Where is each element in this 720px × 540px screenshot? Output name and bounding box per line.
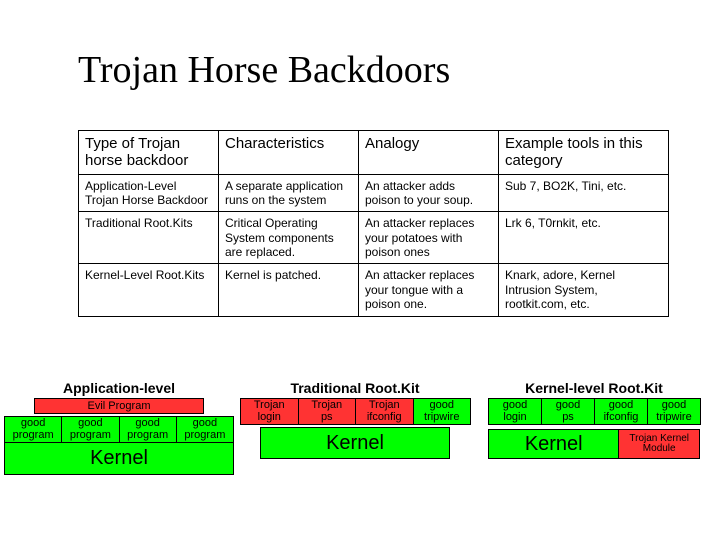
program-cell: goodtripwire bbox=[413, 398, 472, 425]
table-row: Kernel-Level Root.Kits Kernel is patched… bbox=[79, 264, 669, 316]
kernel-box: Kernel bbox=[260, 427, 450, 459]
kernel-level-rootkit-diagram: Kernel-level Root.Kit goodlogingoodpsgoo… bbox=[488, 380, 700, 459]
table-cell: Lrk 6, T0rnkit, etc. bbox=[499, 212, 669, 264]
diagram-title: Traditional Root.Kit bbox=[240, 380, 470, 396]
diagrams-region: Application-level Evil Program goodprogr… bbox=[0, 380, 720, 540]
kernel-row: Kernel Trojan Kernel Module bbox=[488, 429, 700, 459]
table-header: Example tools in this category bbox=[499, 131, 669, 175]
program-row: TrojanloginTrojanpsTrojanifconfiggoodtri… bbox=[240, 398, 470, 425]
program-cell: goodtripwire bbox=[647, 398, 701, 425]
table-row: Traditional Root.Kits Critical Operating… bbox=[79, 212, 669, 264]
kernel-box: Kernel bbox=[488, 429, 619, 459]
table-cell: Traditional Root.Kits bbox=[79, 212, 219, 264]
program-row: goodlogingoodpsgoodifconfiggoodtripwire bbox=[488, 398, 700, 425]
table-cell: Knark, adore, Kernel Intrusion System, r… bbox=[499, 264, 669, 316]
slide-title: Trojan Horse Backdoors bbox=[78, 48, 450, 92]
table-cell: Application-Level Trojan Horse Backdoor bbox=[79, 174, 219, 212]
table-cell: Kernel-Level Root.Kits bbox=[79, 264, 219, 316]
table-cell: Kernel is patched. bbox=[219, 264, 359, 316]
trojan-program-cell: Trojanlogin bbox=[240, 398, 299, 425]
table-cell: An attacker adds poison to your soup. bbox=[359, 174, 499, 212]
trojan-program-cell: Trojanifconfig bbox=[355, 398, 414, 425]
diagram-title: Application-level bbox=[4, 380, 234, 396]
evil-program-box: Evil Program bbox=[34, 398, 204, 414]
program-cell: goodprogram bbox=[62, 417, 119, 442]
characteristics-table: Type of Trojan horse backdoor Characteri… bbox=[78, 130, 669, 317]
program-cell: goodprogram bbox=[5, 417, 62, 442]
trojan-program-cell: Trojanps bbox=[298, 398, 357, 425]
table-cell: A separate application runs on the syste… bbox=[219, 174, 359, 212]
program-cell: goodprogram bbox=[177, 417, 233, 442]
table-cell: Critical Operating System components are… bbox=[219, 212, 359, 264]
diagram-title: Kernel-level Root.Kit bbox=[488, 380, 700, 396]
table-header: Type of Trojan horse backdoor bbox=[79, 131, 219, 175]
program-row: goodprogramgoodprogramgoodprogramgoodpro… bbox=[4, 416, 234, 443]
table-header-row: Type of Trojan horse backdoor Characteri… bbox=[79, 131, 669, 175]
table-row: Application-Level Trojan Horse Backdoor … bbox=[79, 174, 669, 212]
table-header: Characteristics bbox=[219, 131, 359, 175]
program-cell: goodps bbox=[541, 398, 595, 425]
table-cell: An attacker replaces your potatoes with … bbox=[359, 212, 499, 264]
program-cell: goodprogram bbox=[120, 417, 177, 442]
trojan-kernel-module-box: Trojan Kernel Module bbox=[619, 429, 700, 459]
table-cell: An attacker replaces your tongue with a … bbox=[359, 264, 499, 316]
program-cell: goodifconfig bbox=[594, 398, 648, 425]
table-header: Analogy bbox=[359, 131, 499, 175]
traditional-rootkit-diagram: Traditional Root.Kit TrojanloginTrojanps… bbox=[240, 380, 470, 459]
program-cell: goodlogin bbox=[488, 398, 542, 425]
kernel-box: Kernel bbox=[4, 443, 234, 475]
application-level-diagram: Application-level Evil Program goodprogr… bbox=[4, 380, 234, 475]
table-cell: Sub 7, BO2K, Tini, etc. bbox=[499, 174, 669, 212]
